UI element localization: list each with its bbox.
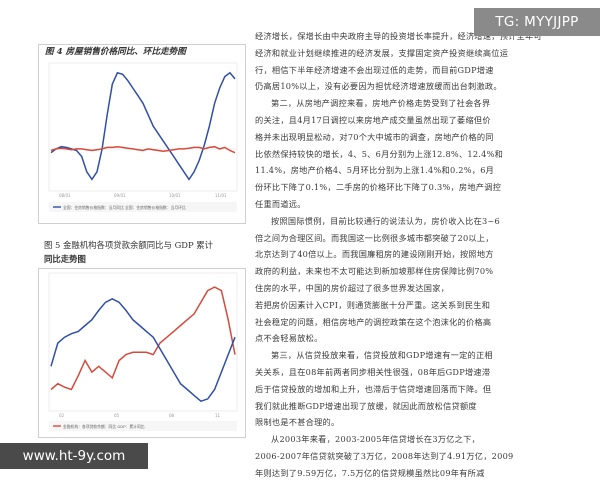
article-line: 11.4%，房地产价格4、5月环比分别为上涨1.4%和0.2%，6月: [255, 165, 495, 176]
article-line: 限制也是不甚合理的。: [255, 417, 340, 428]
article-line: 政府的利益，未来也不太可能达到新加坡那样住房保障比例70%: [255, 266, 494, 277]
figure-5-title: 图 5 金融机构各项贷款余额同比与 GDP 累计: [44, 240, 214, 250]
figure-5-xtick: 02: [59, 413, 65, 418]
article-line: 任重而道远。: [255, 198, 306, 209]
figure-4-xtick: 09/01: [114, 193, 126, 198]
figure-5: 02 05 08 11 金融机构：各项贷款余额：同比 GDP：累计同比: [38, 268, 246, 438]
article-line: 年则达到了9.59万亿，7.5万亿的信贷规模虽然比09年有所减: [255, 467, 485, 478]
article-line: 后于信贷投放的增加和上升，也滞后于信贷增速回落而下降。但: [255, 383, 492, 394]
article-line: 从2003年来看，2003-2005年信贷增长在3万亿之下，: [271, 434, 480, 445]
article-line: 第二，从房地产调控来看，房地产价格走势受到了社会各界: [271, 98, 491, 109]
article-line: 行，相信下半年经济增速不会出现过低的走势，而目前GDP增速: [255, 64, 494, 75]
article-line: 的关注，且4月17日调控以来房地产成交量虽然出现了萎缩但价: [255, 114, 491, 125]
chart-series-line: [50, 145, 236, 154]
article-body: 经济增长，保增长由中央政府主导的投资增长率提升，经济增速，预计全年可 经济和就业计…: [255, 28, 545, 482]
article-line: 社会稳定的问题，相信房地产的调控政策在这个泡沫化的价格高: [255, 316, 492, 327]
article-line: 住房的水平，中国的房价超过了很多世界发达国家，: [255, 282, 450, 293]
article-line: 北京达到了40倍以上。而我国廉租房的建设刚刚开始，按照地方: [255, 249, 494, 260]
article-line: 若把房价因素计入CPI，则通货膨胀十分严重。这关系到民生和: [255, 299, 491, 310]
article-line: 按照国际惯例，目前比较通行的说法认为，房价收入比在3~6: [271, 215, 500, 226]
article-line: 份环比下降了0.1%，二手房的价格环比下降了0.3%，房地产调控: [255, 182, 502, 193]
article-line: 经济和就业计划继续推进的经济发展，支撑固定资产投资继续高位运: [255, 47, 509, 58]
article-line: 关关系，且在08年前两者同步相关性很强，08年后GDP增速滞: [255, 366, 491, 377]
watermark-bottom: www.ht-9y.com: [0, 443, 148, 469]
figure-5-xtick: 11: [215, 413, 221, 418]
article-line: 仍高居10%以上，没有必要因为担忧经济增速放缓而出台刺激政。: [255, 81, 502, 92]
figure-4: 图 4 房屋销售价格同比、环比走势图 08/01 09/01 10/01 11/…: [38, 44, 246, 224]
article-line: 点不会轻易放松。: [255, 333, 323, 344]
article-line: 经济增长，保增长由中央政府主导的投资增长率提升，经济增速，预计全年可: [255, 31, 542, 41]
figure-5-xtick: 05: [114, 413, 120, 418]
figure-5-chart: 02 05 08 11 金融机构：各项贷款余额：同比 GDP：累计同比: [48, 272, 238, 431]
figure-5-title-line2: 同比走势图: [44, 254, 86, 264]
figure-5-xtick: 08: [169, 413, 175, 418]
figure-4-legend-box: [49, 202, 237, 212]
chart-series-line: [50, 297, 236, 403]
figure-5-legend: 金融机构：各项贷款余额：同比 GDP：累计同比: [63, 424, 145, 429]
article-line: 我们就此推断GDP增速出现了放缓，就因此而放松信贷额度: [255, 400, 477, 411]
article-line: 倍之间为合理区间。而我国这一比例很多城市都突破了20以上，: [255, 232, 494, 243]
figure-4-title: 图 4 房屋销售价格同比、环比走势图: [45, 47, 186, 57]
chart-series-line: [50, 71, 236, 181]
figure-4-legend: 全国：住房销售价格指数：当月同比 全国：住房销售价格指数：当月环比: [63, 205, 186, 210]
article-line: 第三，从信贷投放来看，信贷投放和GDP增速有一定的正相: [271, 350, 493, 361]
figure-4-chart: 08/01 09/01 10/01 11/01 全国：住房销售价格指数：当月同比…: [48, 62, 238, 212]
figure-4-xtick: 08/01: [59, 193, 71, 198]
chart-series-line: [50, 286, 236, 391]
article-line: 比依然保持较快的增长，4、5、6月分别为上涨12.8%、12.4%和: [255, 148, 504, 159]
article-line: 格并未出现明显松动，对70个大中城市的调查，房地产价格的同: [255, 131, 494, 142]
figure-4-xtick: 11/01: [215, 193, 227, 198]
figure-4-xtick: 10/01: [169, 193, 181, 198]
watermark-top: TG: MYYJJPP: [474, 8, 600, 36]
figure-5-legend-box: [49, 421, 237, 431]
article-line: 2006-2007年信贷就突破了3万亿，2008年达到了4.91万亿，2009: [255, 450, 514, 461]
